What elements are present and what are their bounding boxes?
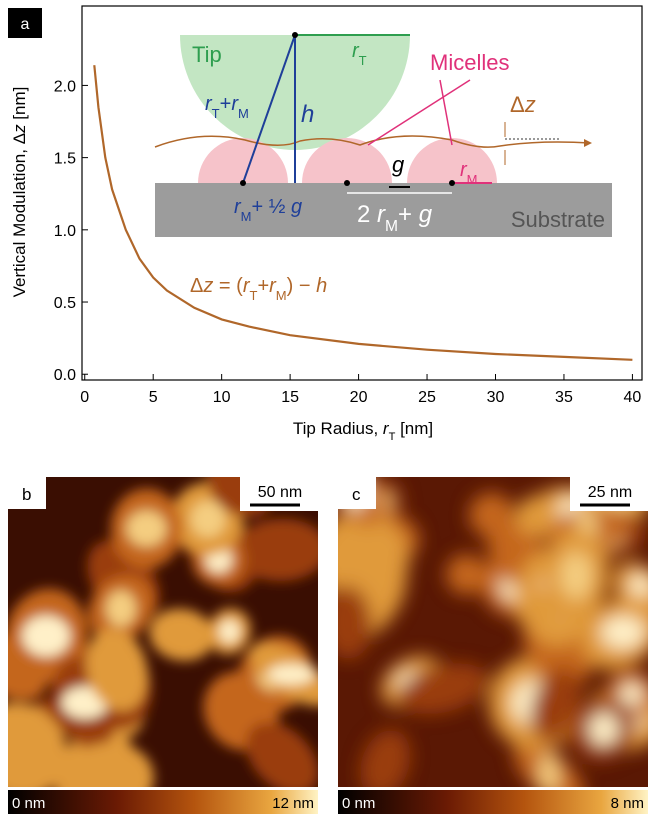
text-part: M — [385, 218, 398, 235]
text-part: g — [392, 152, 405, 177]
afm-highlight — [539, 753, 560, 796]
text-part: g — [419, 201, 433, 228]
point — [240, 180, 246, 186]
panel-label: b — [22, 485, 31, 504]
y-tick-label: 1.5 — [54, 151, 76, 168]
figure: a 0.0 0.5 1.0 1.5 2.0 0 5 10 15 20 25 30 35 40 Tip Rad… — [0, 0, 649, 815]
afm-highlight — [127, 511, 167, 547]
point — [344, 180, 350, 186]
text-part: Micelles — [430, 50, 509, 75]
text-part: M — [238, 106, 249, 121]
text-part: z — [524, 92, 536, 117]
text-part: T — [359, 53, 367, 68]
text-part: + ½ — [252, 196, 291, 218]
text-part: z — [202, 275, 213, 297]
label-tip: Tip — [192, 42, 222, 67]
afm-highlight — [106, 590, 136, 626]
text-part: M — [241, 209, 252, 224]
text-part: ) − — [287, 275, 316, 297]
text-part: T — [249, 288, 257, 303]
label-micelles: Micelles — [430, 50, 509, 75]
point — [449, 180, 455, 186]
colorbar-min: 0 nm — [342, 795, 375, 812]
scale-bar-label: 50 nm — [258, 484, 302, 501]
afm-highlight — [560, 552, 592, 599]
colorbar-max: 8 nm — [611, 795, 644, 812]
x-axis-label: Tip Radius, rT [nm] — [293, 419, 433, 443]
text-part: [nm] — [10, 87, 29, 125]
text-part: T — [212, 106, 220, 121]
y-tick-label: 0.5 — [54, 295, 76, 312]
x-tick-label: 30 — [487, 389, 505, 406]
x-tick-label: 0 — [80, 389, 89, 406]
text-part: h — [301, 101, 314, 128]
text-part: M — [467, 172, 478, 187]
text-part: Tip Radius, — [293, 419, 383, 438]
colorbar — [338, 790, 648, 814]
label-h: h — [301, 101, 314, 128]
x-tick-label: 10 — [213, 389, 231, 406]
y-tick-label: 0.0 — [54, 367, 76, 384]
colorbar-min: 0 nm — [12, 795, 45, 812]
text-part: [nm] — [395, 419, 433, 438]
label-dz: Δz — [510, 92, 536, 117]
x-tick-label: 40 — [624, 389, 642, 406]
arrow-head — [584, 139, 592, 147]
equation: Δz = (rT+rM) − h — [190, 275, 327, 303]
panel-label: a — [21, 16, 30, 33]
text-part: Vertical Modulation, Δ — [10, 133, 29, 297]
text-part: z — [10, 124, 29, 134]
body: {"chart_data": { "type": "line", "panel_… — [0, 0, 649, 820]
x-tick-label: 25 — [418, 389, 436, 406]
text-part: g — [291, 196, 302, 218]
text-part: = ( — [213, 275, 243, 297]
point — [292, 32, 298, 38]
afm-highlight — [219, 620, 240, 643]
y-axis-label: Vertical Modulation, Δz [nm] — [10, 87, 29, 298]
text-part: + — [220, 93, 232, 115]
text-part: Substrate — [511, 207, 605, 232]
text-part: Δ — [190, 275, 203, 297]
afm-highlight — [22, 616, 70, 657]
x-tick-label: 20 — [350, 389, 368, 406]
text-part: 2 — [357, 201, 377, 228]
label-g: g — [392, 152, 405, 177]
y-tick-label: 2.0 — [54, 78, 76, 95]
x-tick-label: 5 — [149, 389, 158, 406]
text-part: h — [316, 275, 327, 297]
afm-highlight — [191, 501, 226, 538]
x-tick-label: 35 — [555, 389, 573, 406]
colorbar-max: 12 nm — [272, 795, 314, 812]
page: Figure body { margin: 0; background: #ff… — [0, 0, 649, 820]
label-substrate: Substrate — [511, 207, 605, 232]
x-tick-label: 15 — [281, 389, 299, 406]
text-part: M — [276, 288, 287, 303]
scale-bar-label: 25 nm — [588, 484, 632, 501]
panel-label: c — [352, 485, 361, 504]
text-part: + — [398, 201, 419, 228]
text-part: + — [257, 275, 269, 297]
text-part: Δ — [510, 92, 525, 117]
afm-highlight — [267, 664, 315, 685]
afm-highlight — [601, 616, 646, 649]
micelle-pointer — [440, 80, 452, 145]
afm-highlight — [589, 712, 619, 746]
text-part: Tip — [192, 42, 222, 67]
y-tick-label: 1.0 — [54, 223, 76, 240]
